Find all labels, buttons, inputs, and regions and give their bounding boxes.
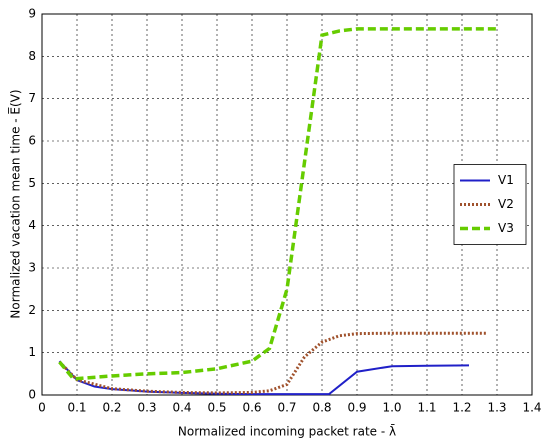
y-tick-label: 6 <box>28 134 36 148</box>
x-tick-label: 1.3 <box>487 401 506 415</box>
x-tick-label: 0.9 <box>347 401 366 415</box>
x-tick-label: 0.4 <box>172 401 191 415</box>
y-tick-label: 1 <box>28 345 36 359</box>
legend-label: V1 <box>498 173 514 187</box>
x-tick-label: 0.1 <box>67 401 86 415</box>
x-axis-label: Normalized incoming packet rate - λ̄ <box>178 424 396 438</box>
x-tick-label: 1.2 <box>452 401 471 415</box>
legend-label: V3 <box>498 221 514 235</box>
series-line <box>58 360 470 396</box>
y-tick-label: 3 <box>28 261 36 275</box>
x-tick-label: 0.7 <box>277 401 296 415</box>
series-line <box>58 27 497 381</box>
x-tick-label: 0.2 <box>102 401 121 415</box>
x-tick-label: 0.5 <box>207 401 226 415</box>
y-tick-label: 2 <box>28 303 36 317</box>
legend-label: V2 <box>498 197 514 211</box>
y-axis-label: Normalized vacation mean time - E̅(V) <box>7 89 22 318</box>
y-tick-label: 0 <box>28 388 36 402</box>
x-tick-label: 0.3 <box>137 401 156 415</box>
y-tick-label: 5 <box>28 176 36 190</box>
y-tick-label: 7 <box>28 91 36 105</box>
x-tick-label: 1.1 <box>417 401 436 415</box>
x-tick-label: 0.8 <box>312 401 331 415</box>
x-tick-label: 1.4 <box>522 401 541 415</box>
y-tick-label: 4 <box>28 218 36 232</box>
series-line <box>58 331 487 395</box>
x-tick-label: 0 <box>38 401 46 415</box>
x-tick-label: 0.6 <box>242 401 261 415</box>
legend: V1 V2 V3 <box>453 164 527 245</box>
x-tick-label: 1.0 <box>382 401 401 415</box>
y-tick-label: 9 <box>28 7 36 21</box>
y-tick-label: 8 <box>28 49 36 63</box>
